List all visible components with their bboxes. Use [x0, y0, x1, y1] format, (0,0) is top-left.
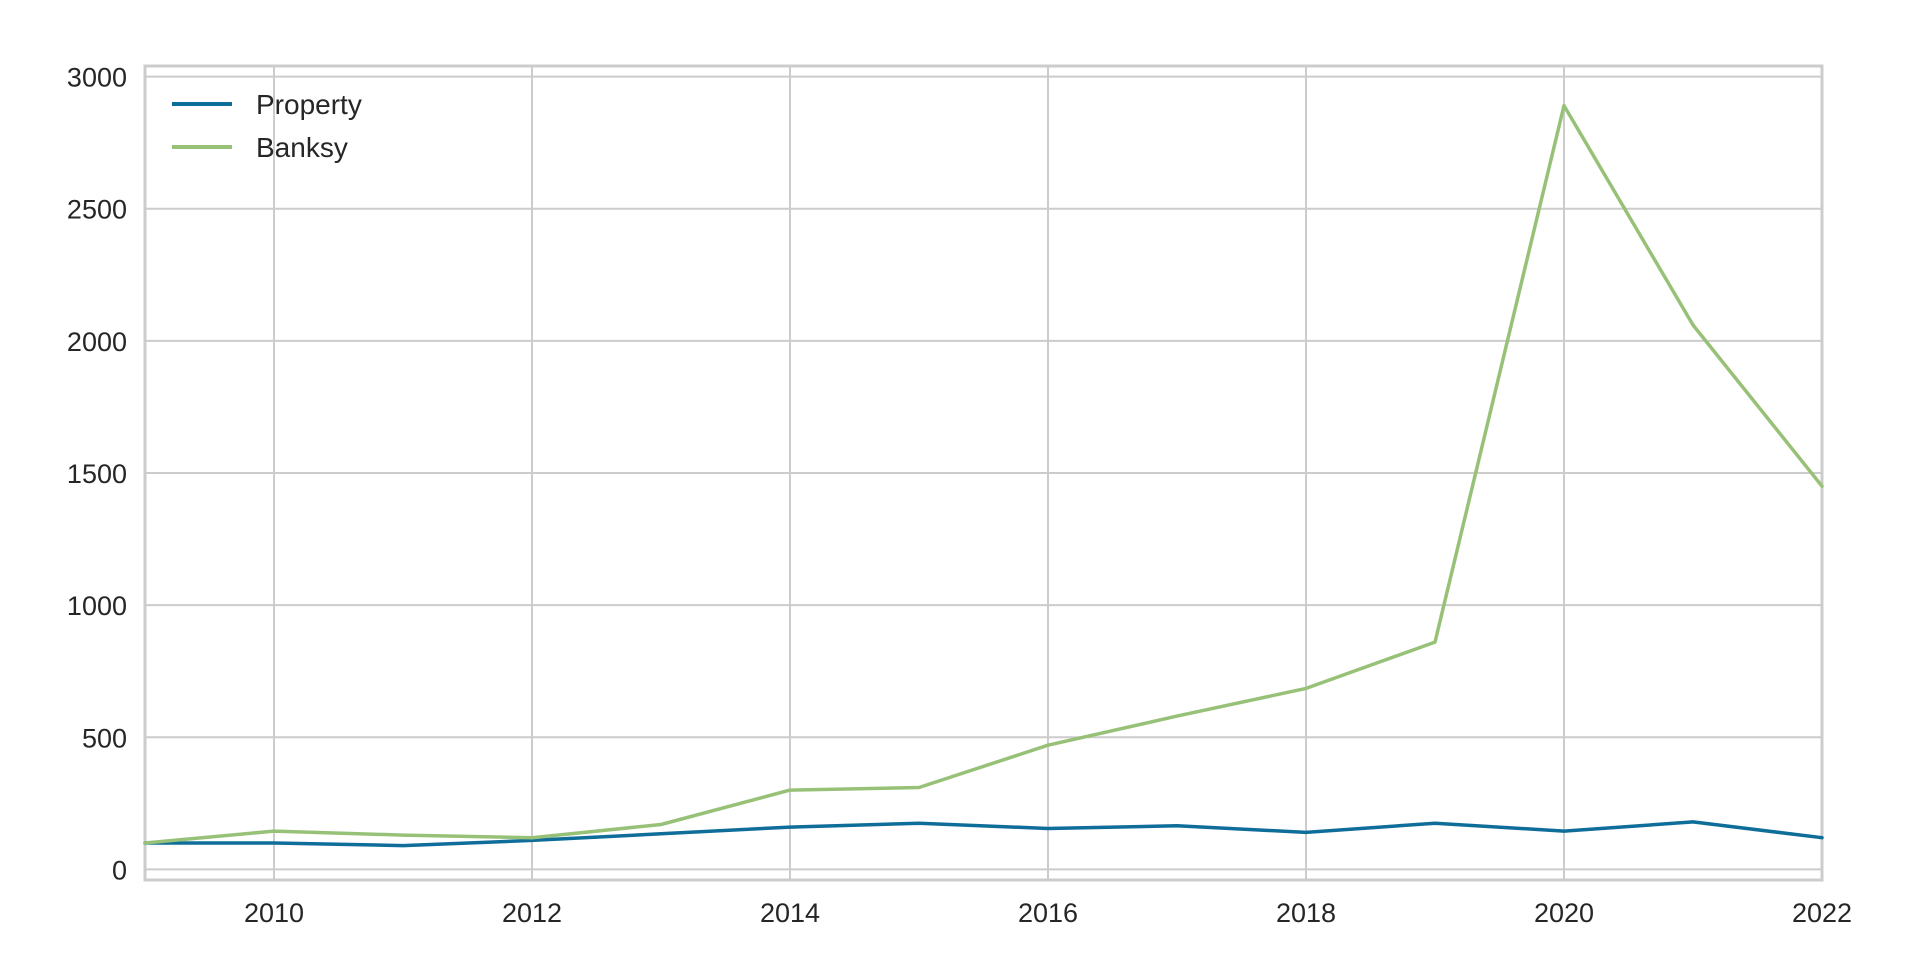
y-axis-tick-labels: 0 500 1000 1500 2000 2500 3000: [67, 63, 127, 886]
legend-label-banksy: Banksy: [256, 132, 348, 163]
series-line-banksy: [143, 103, 1824, 845]
grid-lines: [145, 66, 1823, 880]
y-tick-label: 0: [112, 855, 127, 885]
series-lines: [143, 103, 1824, 848]
x-tick-label: 2020: [1534, 898, 1594, 928]
x-tick-label: 2014: [760, 898, 820, 928]
x-tick-label: 2018: [1276, 898, 1336, 928]
plot-frame: [143, 64, 1824, 882]
legend-label-property: Property: [256, 89, 362, 120]
x-axis-tick-labels: 2010 2012 2014 2016 2018 2020 2022: [244, 898, 1852, 928]
y-tick-label: 1000: [67, 591, 127, 621]
series-line-property: [143, 820, 1824, 848]
x-tick-label: 2022: [1792, 898, 1852, 928]
y-tick-label: 500: [82, 723, 127, 753]
legend: Property Banksy: [172, 89, 362, 163]
x-tick-label: 2016: [1018, 898, 1078, 928]
y-tick-label: 2000: [67, 327, 127, 357]
y-tick-label: 1500: [67, 459, 127, 489]
y-tick-label: 3000: [67, 63, 127, 93]
y-tick-label: 2500: [67, 195, 127, 225]
x-tick-label: 2010: [244, 898, 304, 928]
x-tick-label: 2012: [502, 898, 562, 928]
